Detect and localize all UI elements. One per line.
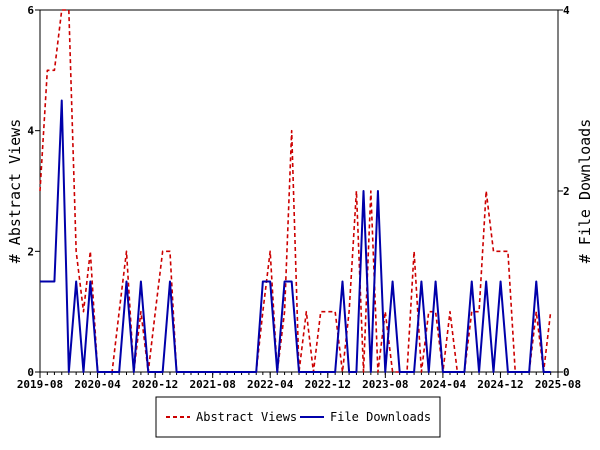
x-tick-label: 2022-12 xyxy=(305,378,351,391)
x-tick-label: 2024-12 xyxy=(477,378,523,391)
y-left-tick-label: 2 xyxy=(27,245,34,258)
x-tick-label: 2020-04 xyxy=(74,378,121,391)
y-axis-right: 0 2 4 xyxy=(558,4,570,379)
y-axis-left: 0 2 4 6 xyxy=(27,4,40,379)
legend-box xyxy=(155,396,441,438)
y-left-tick-label: 6 xyxy=(27,4,34,17)
x-tick-label: 2023-08 xyxy=(362,378,408,391)
y-left-tick-label: 0 xyxy=(27,366,34,379)
x-axis: 2019-08 2020-04 2020-12 2021-08 2022-04 2022-… xyxy=(17,372,581,391)
y-axis-right-label: # File Downloads xyxy=(576,119,594,264)
y-axis-left-label: # Abstract Views xyxy=(6,119,24,264)
x-tick-label: 2022-04 xyxy=(247,378,294,391)
y-right-tick-label: 4 xyxy=(563,4,570,17)
x-tick-label: 2025-08 xyxy=(535,378,581,391)
x-tick-label: 2020-12 xyxy=(132,378,178,391)
x-tick-label: 2019-08 xyxy=(17,378,63,391)
y-right-tick-label: 2 xyxy=(563,185,570,198)
legend: Abstract Views File Downloads xyxy=(155,396,441,438)
y-left-tick-label: 4 xyxy=(27,125,34,138)
legend-label-file-downloads: File Downloads xyxy=(330,410,431,424)
x-tick-label: 2021-08 xyxy=(189,378,235,391)
plot-area xyxy=(39,9,559,373)
legend-label-abstract-views: Abstract Views xyxy=(196,410,297,424)
x-tick-label: 2024-04 xyxy=(420,378,467,391)
series-line-file-downloads xyxy=(40,99,551,373)
series-layer xyxy=(39,9,552,373)
y-right-tick-label: 0 xyxy=(563,366,570,379)
